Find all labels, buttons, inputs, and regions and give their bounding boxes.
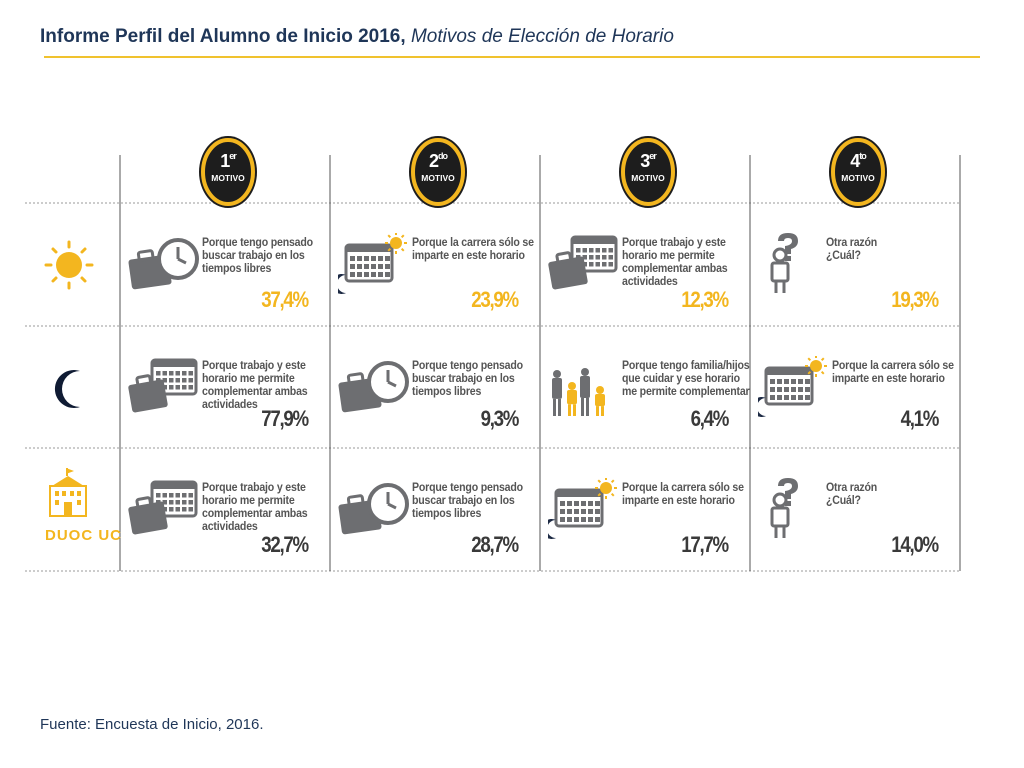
- motive-badge-1: 1er MOTIVO: [200, 137, 256, 207]
- table-cell: Porque trabajo y este horario me permite…: [120, 326, 330, 448]
- reason-text: Otra razón ¿Cuál?: [826, 482, 878, 507]
- cell-icon-wrap: [541, 477, 620, 545]
- cell-icon-wrap: [338, 356, 410, 423]
- reason-text: Otra razón ¿Cuál?: [826, 237, 878, 262]
- reason-percentage: 12,3%: [681, 287, 729, 312]
- moon-icon: [54, 370, 80, 408]
- motive-badge-accent: [831, 138, 885, 206]
- reason-percentage: 19,3%: [891, 287, 939, 312]
- motive-label: MOTIVO: [211, 173, 245, 183]
- motive-badge-3: 3er MOTIVO: [620, 137, 676, 207]
- duoc-uc-label: DUOC UC: [45, 527, 122, 544]
- table-cell: Porque la carrera sólo se imparte en est…: [330, 203, 540, 326]
- table-cell: Porque trabajo y este horario me permite…: [120, 448, 330, 571]
- family-icon: [552, 368, 605, 416]
- page-title-main: Informe Perfil del Alumno de Inicio 2016…: [40, 26, 406, 47]
- motive-badge-accent: [621, 138, 675, 206]
- motive-badge-4: 4to MOTIVO: [830, 137, 886, 207]
- briefcase-calendar-icon: [128, 480, 198, 535]
- table-cell: Porque la carrera sólo se imparte en est…: [540, 448, 750, 571]
- duoc-building-icon: [49, 468, 87, 517]
- reason-text: Porque tengo familia/hijos que cuidar y …: [622, 360, 750, 398]
- page-title-subtitle: Motivos de Elección de Horario: [410, 26, 674, 47]
- sun-icon: [44, 240, 94, 290]
- motive-number: 2do: [428, 151, 448, 171]
- table-cell: Porque tengo familia/hijos que cuidar y …: [540, 326, 750, 448]
- calendar-sun-moon-icon: [541, 477, 617, 539]
- briefcase-calendar-icon: [128, 358, 198, 413]
- person-question-icon: [770, 233, 798, 293]
- cell-icon-wrap: [338, 478, 410, 545]
- table-cell: Porque la carrera sólo se imparte en est…: [750, 326, 960, 448]
- motive-label: MOTIVO: [841, 173, 875, 183]
- reason-percentage: 32,7%: [261, 532, 309, 557]
- table-cell: Otra razón ¿Cuál? 19,3%: [750, 203, 960, 326]
- reason-percentage: 14,0%: [891, 532, 939, 557]
- calendar-sun-moon-icon: [751, 355, 827, 417]
- reason-text: Porque la carrera sólo se imparte en est…: [412, 237, 534, 262]
- cell-icon-wrap: [548, 233, 620, 300]
- table-cell: Porque tengo pensado buscar trabajo en l…: [330, 326, 540, 448]
- motive-badge-ring: [409, 136, 467, 208]
- reason-percentage: 4,1%: [900, 406, 939, 431]
- briefcase-clock-icon: [128, 238, 199, 290]
- cell-icon-wrap: [128, 356, 200, 423]
- briefcase-calendar-icon: [548, 235, 618, 290]
- motive-badge-accent: [411, 138, 465, 206]
- cell-icon-wrap: [751, 355, 830, 423]
- motive-badge-ring: [199, 136, 257, 208]
- reason-percentage: 77,9%: [261, 406, 309, 431]
- motive-badge-ring: [619, 136, 677, 208]
- table-cell: Porque tengo pensado buscar trabajo en l…: [120, 203, 330, 326]
- reason-text: Porque tengo pensado buscar trabajo en l…: [412, 482, 523, 520]
- table-cell: Porque tengo pensado buscar trabajo en l…: [330, 448, 540, 571]
- reason-text: Porque la carrera sólo se imparte en est…: [622, 482, 744, 507]
- source-footnote: Fuente: Encuesta de Inicio, 2016.: [40, 716, 264, 733]
- cell-icon-wrap: [548, 356, 620, 423]
- reason-text: Porque trabajo y este horario me permite…: [622, 237, 728, 288]
- motive-badge-accent: [201, 138, 255, 206]
- cell-icon-wrap: [758, 233, 830, 300]
- motive-number: 1er: [220, 151, 236, 171]
- reason-percentage: 23,9%: [471, 287, 519, 312]
- reason-percentage: 9,3%: [480, 406, 519, 431]
- motive-badge-ring: [829, 136, 887, 208]
- table-cell: Porque trabajo y este horario me permite…: [540, 203, 750, 326]
- reason-percentage: 17,7%: [681, 532, 729, 557]
- person-question-icon: [770, 478, 798, 538]
- reason-text: Porque tengo pensado buscar trabajo en l…: [412, 360, 523, 398]
- page-title: Informe Perfil del Alumno de Inicio 2016…: [40, 26, 980, 48]
- reason-text: Porque la carrera sólo se imparte en est…: [832, 360, 954, 385]
- calendar-sun-moon-icon: [331, 232, 407, 294]
- motive-label: MOTIVO: [631, 173, 665, 183]
- cell-icon-wrap: [758, 478, 830, 545]
- briefcase-clock-icon: [338, 361, 409, 413]
- briefcase-clock-icon: [338, 483, 409, 535]
- motive-number: 4to: [850, 151, 866, 171]
- reason-percentage: 37,4%: [261, 287, 309, 312]
- cell-icon-wrap: [128, 478, 200, 545]
- reason-percentage: 6,4%: [690, 406, 729, 431]
- motive-label: MOTIVO: [421, 173, 455, 183]
- reason-text: Porque trabajo y este horario me permite…: [202, 482, 308, 533]
- reason-percentage: 28,7%: [471, 532, 519, 557]
- motive-number: 3er: [640, 151, 656, 171]
- cell-icon-wrap: [331, 232, 410, 300]
- title-underline: [44, 56, 980, 58]
- reason-text: Porque trabajo y este horario me permite…: [202, 360, 308, 411]
- table-cell: Otra razón ¿Cuál? 14,0%: [750, 448, 960, 571]
- cell-icon-wrap: [128, 233, 200, 300]
- reason-text: Porque tengo pensado buscar trabajo en l…: [202, 237, 313, 275]
- motive-badge-2: 2do MOTIVO: [410, 137, 466, 207]
